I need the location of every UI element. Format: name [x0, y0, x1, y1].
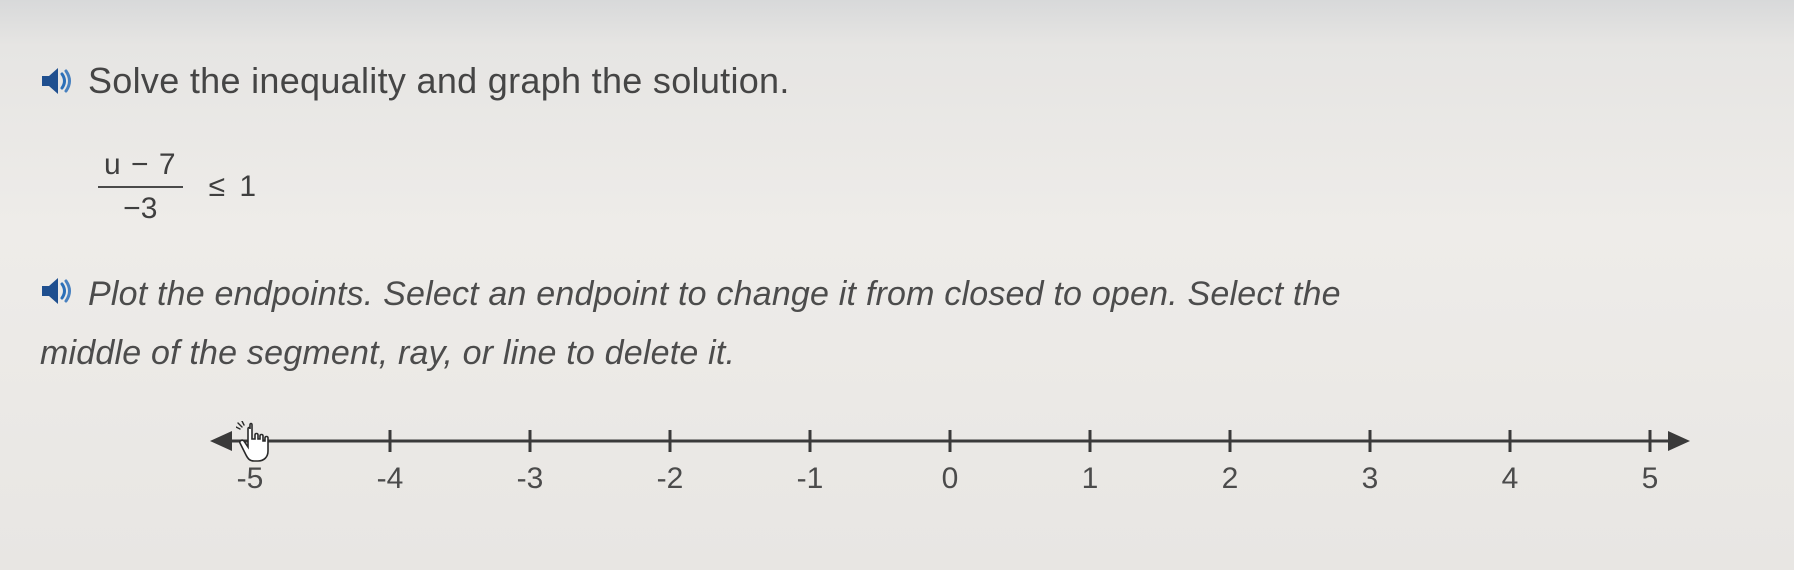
svg-text:-4: -4: [377, 462, 404, 495]
svg-text:-2: -2: [657, 462, 684, 495]
svg-text:-5: -5: [237, 462, 264, 495]
speaker-icon[interactable]: [40, 276, 74, 306]
svg-text:-1: -1: [797, 462, 824, 495]
inequality-denominator: −3: [123, 188, 157, 226]
number-line[interactable]: -5 -4 -3 -2 -1 0 1 2 3 4 5: [210, 409, 1674, 529]
speaker-icon[interactable]: [40, 66, 74, 96]
svg-text:4: 4: [1502, 462, 1519, 495]
svg-text:-3: -3: [517, 462, 544, 495]
svg-text:1: 1: [1082, 462, 1099, 495]
svg-text:0: 0: [942, 462, 959, 495]
svg-text:3: 3: [1362, 462, 1379, 495]
instruction-line-2: middle of the segment, ray, or line to d…: [40, 327, 1754, 380]
svg-text:2: 2: [1222, 462, 1239, 495]
inequality-relation: ≤ 1: [209, 170, 259, 204]
svg-text:5: 5: [1642, 462, 1659, 495]
problem-title: Solve the inequality and graph the solut…: [88, 60, 790, 102]
inequality-numerator: u − 7: [98, 148, 183, 188]
inequality-expression: u − 7 −3 ≤ 1: [98, 148, 1754, 226]
instruction-line-1: Plot the endpoints. Select an endpoint t…: [88, 268, 1341, 321]
